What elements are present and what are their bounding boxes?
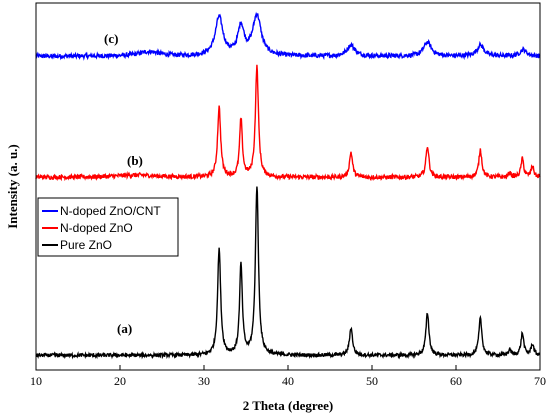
y-axis-title: Intensity (a. u.) xyxy=(5,144,20,229)
legend: N-doped ZnO/CNT N-doped ZnO Pure ZnO xyxy=(37,197,179,257)
x-tick-label-40: 40 xyxy=(282,374,294,388)
series-line-n-doped-zno xyxy=(35,64,541,182)
series-line-n-doped-zno-cnt xyxy=(35,11,541,61)
legend-box xyxy=(37,197,179,257)
annotation-b: (b) xyxy=(127,153,143,168)
legend-label-pure-zno: Pure ZnO xyxy=(60,238,112,252)
x-tick-label-60: 60 xyxy=(450,374,462,388)
x-tick-label-30: 30 xyxy=(198,374,210,388)
x-tick-label-70: 70 xyxy=(534,374,546,388)
series-layer xyxy=(35,11,541,360)
x-axis: 10 20 30 40 50 60 70 xyxy=(30,365,546,388)
x-tick-label-20: 20 xyxy=(114,374,126,388)
legend-label-n-doped-zno: N-doped ZnO xyxy=(60,221,133,235)
x-axis-title: 2 Theta (degree) xyxy=(243,398,334,413)
series-line-pure-zno xyxy=(35,186,541,360)
x-tick-label-10: 10 xyxy=(30,374,42,388)
legend-label-n-doped-zno-cnt: N-doped ZnO/CNT xyxy=(60,204,161,218)
annotation-c: (c) xyxy=(104,31,118,46)
x-tick-label-50: 50 xyxy=(366,374,378,388)
annotation-a: (a) xyxy=(117,321,132,336)
